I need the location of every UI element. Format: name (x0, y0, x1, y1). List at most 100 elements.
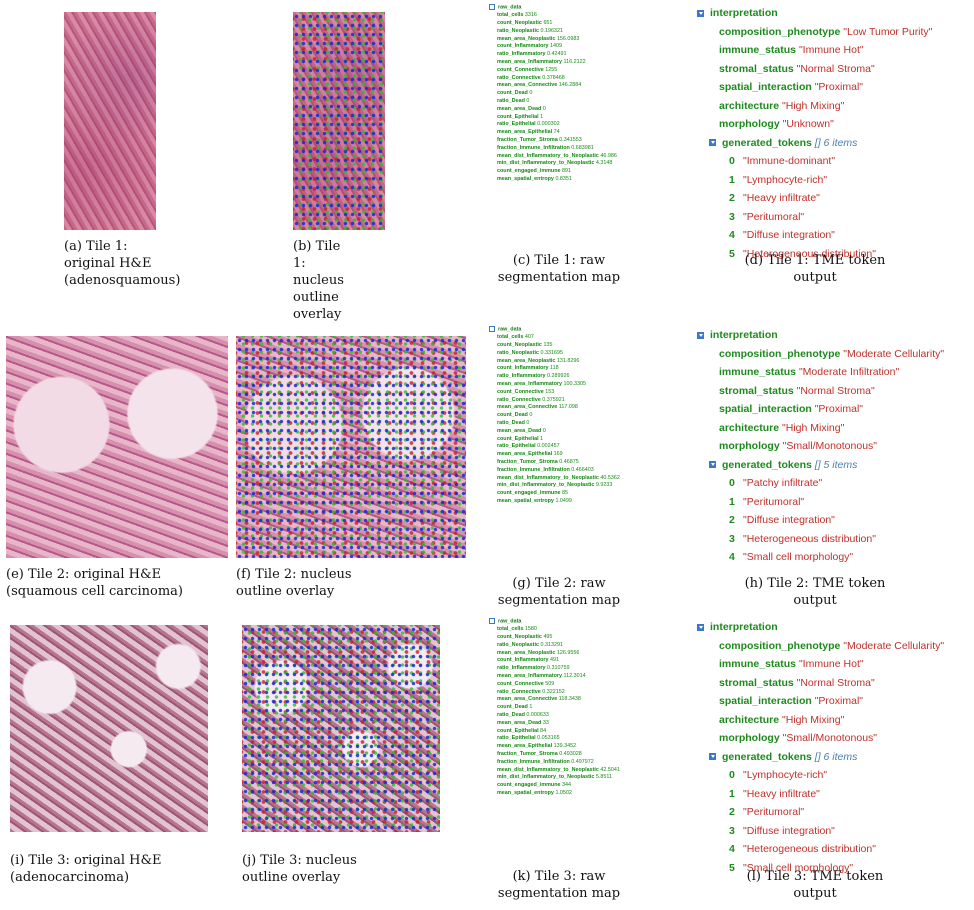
token-index: 3 (729, 210, 735, 223)
raw-data-value: 33 (542, 719, 549, 726)
raw-data-row: ratio_Connective 0.322152 (489, 689, 639, 697)
raw-data-key: mean_area_Inflammatory (497, 381, 563, 387)
raw-data-row: mean_spatial_entropy 1.0499 (489, 498, 639, 506)
raw-data-row: count_Inflammatory 1409 (489, 43, 639, 51)
collapse-toggle-icon (697, 9, 704, 17)
generated-token-item: 5 "Heterogeneous distribution" (697, 245, 972, 264)
token-value: "Heterogeneous distribution" (743, 247, 876, 260)
caption-b: (b) Tile 1: nucleus outline overlay (293, 239, 344, 322)
interpretation-value: "Normal Stroma" (796, 676, 875, 689)
interpretation-key: morphology (719, 732, 780, 744)
caption-k: (k) Tile 3: raw segmentation map (497, 869, 621, 901)
raw-data-value: 0.8351 (555, 175, 572, 182)
generated-token-item: 0 "Immune-dominant" (697, 152, 972, 171)
interpretation-key: stromal_status (719, 62, 794, 75)
tile3-raw-segmentation-map: raw_data total_cells 1580 count_Neoplastic… (489, 618, 639, 798)
raw-data-row: mean_area_Epithelial 74 (489, 129, 639, 137)
raw-data-row: mean_area_Dead 0 (489, 106, 639, 114)
raw-data-header-label: raw_data (498, 326, 522, 333)
token-index: 5 (729, 247, 735, 260)
token-value: "Small cell morphology" (743, 551, 854, 563)
token-value: "Diffuse integration" (743, 824, 835, 837)
interpretation-key: spatial_interaction (719, 695, 812, 707)
raw-data-key: total_cells (497, 334, 524, 341)
generated-token-item: 0 "Lymphocyte-rich" (697, 766, 972, 785)
raw-data-row: total_cells 407 (489, 334, 639, 342)
raw-data-key: mean_area_Epithelial (497, 129, 553, 136)
raw-data-header-label: raw_data (498, 618, 522, 625)
raw-data-value: 126.9556 (556, 649, 580, 656)
raw-data-row: mean_spatial_entropy 1.0502 (489, 790, 639, 798)
raw-data-value: 0.002457 (537, 443, 560, 450)
interpretation-key: stromal_status (719, 384, 794, 397)
raw-data-row: count_Epithelial 1 (489, 436, 639, 444)
raw-data-key: count_Inflammatory (497, 365, 549, 372)
caption-h: (h) Tile 2: TME token output (744, 576, 886, 608)
interpretation-row: spatial_interaction "Proximal" (697, 78, 972, 97)
raw-data-key: ratio_Dead (497, 419, 525, 426)
raw-data-row: ratio_Inflammatory 0.289926 (489, 373, 639, 381)
raw-data-key: mean_area_Neoplastic (497, 35, 556, 42)
interpretation-value: "Moderate Infiltration" (798, 366, 900, 378)
raw-data-key: mean_area_Epithelial (497, 743, 553, 750)
raw-data-row: ratio_Epithelial 0.000302 (489, 121, 639, 129)
raw-data-row: count_Inflammatory 491 (489, 657, 639, 665)
raw-data-value: 100.3305 (563, 381, 587, 387)
raw-data-value: 651 (543, 20, 553, 27)
raw-data-value: 1 (529, 704, 533, 711)
token-index: 1 (729, 495, 735, 508)
interpretation-value: "Low Tumor Purity" (843, 25, 933, 38)
raw-data-row: ratio_Inflammatory 0.42491 (489, 51, 639, 59)
token-value: "Peritumoral" (743, 210, 805, 223)
raw-data-key: count_Neoplastic (497, 20, 542, 27)
interpretation-row: composition_phenotype "Moderate Cellular… (697, 345, 972, 364)
raw-data-row: fraction_Immune_Infiltration 0.497972 (489, 759, 639, 767)
expand-toggle-icon (489, 326, 495, 332)
generated-tokens-header: generated_tokens [] 6 items (697, 134, 972, 153)
raw-data-value: 1 (540, 113, 544, 120)
raw-data-value: 0 (526, 97, 530, 104)
raw-data-row: ratio_Inflammatory 0.310759 (489, 665, 639, 673)
raw-data-key: count_Neoplastic (497, 634, 542, 641)
interpretation-key: stromal_status (719, 676, 794, 689)
raw-data-key: count_Connective (497, 680, 544, 687)
raw-data-row: count_engaged_immune 85 (489, 490, 639, 498)
raw-data-key: min_dist_Inflammatory_to_Neoplastic (497, 774, 595, 781)
interpretation-key: architecture (719, 99, 780, 112)
raw-data-value: 74 (553, 129, 560, 136)
raw-data-key: ratio_Dead (497, 711, 525, 718)
raw-data-header-label: raw_data (498, 4, 522, 11)
raw-data-value: 135 (543, 342, 553, 349)
raw-data-key: total_cells (497, 12, 524, 19)
raw-data-key: ratio_Inflammatory (497, 51, 546, 58)
generated-token-item: 1 "Heavy infiltrate" (697, 785, 972, 804)
interpretation-value: "Immune Hot" (798, 44, 864, 56)
raw-data-value: 0 (542, 427, 546, 434)
raw-data-key: count_Connective (497, 66, 544, 73)
token-index: 4 (729, 551, 735, 563)
tile2-original-he-image (6, 336, 228, 558)
raw-data-value: 85 (562, 490, 569, 497)
interpretation-label: interpretation (710, 329, 778, 341)
raw-data-row: mean_area_Inflammatory 116.2122 (489, 59, 639, 67)
raw-data-row: min_dist_Inflammatory_to_Neoplastic 9.92… (489, 482, 639, 490)
interpretation-value: "Proximal" (814, 695, 863, 707)
tile3-original-he-image (10, 625, 208, 832)
raw-data-value: 1 (540, 435, 544, 442)
interpretation-value: "Moderate Cellularity" (843, 639, 945, 652)
raw-data-key: mean_area_Connective (497, 696, 558, 703)
tile1-overlay-image (293, 12, 385, 230)
generated-tokens-label: generated_tokens (722, 750, 812, 763)
tile1-original-he-image (64, 12, 156, 230)
raw-data-key: count_Neoplastic (497, 342, 542, 349)
raw-data-row: ratio_Epithelial 0.002457 (489, 443, 639, 451)
raw-data-key: ratio_Neoplastic (497, 27, 539, 34)
raw-data-value: 0.053165 (537, 735, 560, 742)
raw-data-value: 1255 (545, 66, 558, 73)
token-value: "Small cell morphology" (743, 861, 854, 874)
raw-data-value: 0 (529, 412, 533, 419)
generated-token-item: 2 "Peritumoral" (697, 803, 972, 822)
raw-data-header: raw_data (489, 326, 639, 334)
raw-data-row: mean_area_Dead 0 (489, 428, 639, 436)
raw-data-key: count_engaged_immune (497, 490, 561, 497)
